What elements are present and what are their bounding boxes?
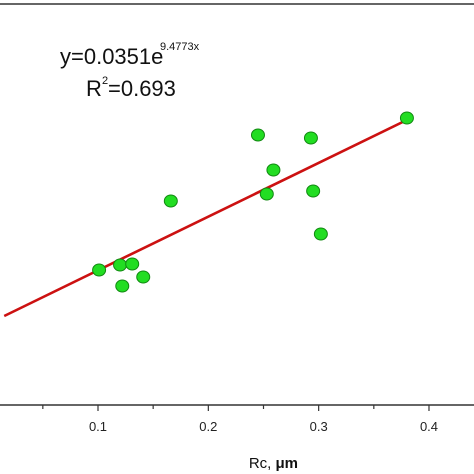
x-tick-label: 0.1 — [89, 419, 107, 434]
data-point — [259, 187, 274, 201]
equation-prefix: y=0.0351e — [60, 44, 163, 69]
data-point — [303, 131, 318, 145]
data-point — [163, 194, 178, 208]
equation-annotation: y=0.0351e — [60, 44, 163, 69]
data-point — [113, 258, 128, 272]
data-point — [125, 257, 140, 271]
x-tick-label: 0.3 — [310, 419, 328, 434]
x-axis-label-main: Rc, — [249, 455, 276, 472]
data-point — [266, 163, 281, 177]
x-tick-label: 0.4 — [420, 419, 438, 434]
data-point — [115, 279, 130, 293]
r2-base: R — [86, 76, 102, 101]
data-points — [92, 111, 414, 293]
data-point — [92, 263, 107, 277]
x-tick-label: 0.2 — [199, 419, 217, 434]
data-point — [250, 128, 265, 142]
data-point — [136, 270, 151, 284]
r2-exponent: 2 — [102, 75, 108, 87]
r2-value: =0.693 — [108, 76, 176, 101]
equation-exponent: 9.4773x — [160, 41, 200, 53]
data-point — [399, 111, 414, 125]
r2-annotation: R — [86, 76, 102, 101]
x-ticks — [42, 405, 430, 411]
trendline — [3, 119, 406, 318]
data-point — [313, 227, 328, 241]
data-point — [306, 184, 321, 198]
x-tick-labels: 0.1 0.2 0.3 0.4 — [89, 419, 438, 434]
x-axis-label: Rc, μm — [249, 455, 298, 472]
x-axis-label-unit: μm — [275, 455, 298, 472]
